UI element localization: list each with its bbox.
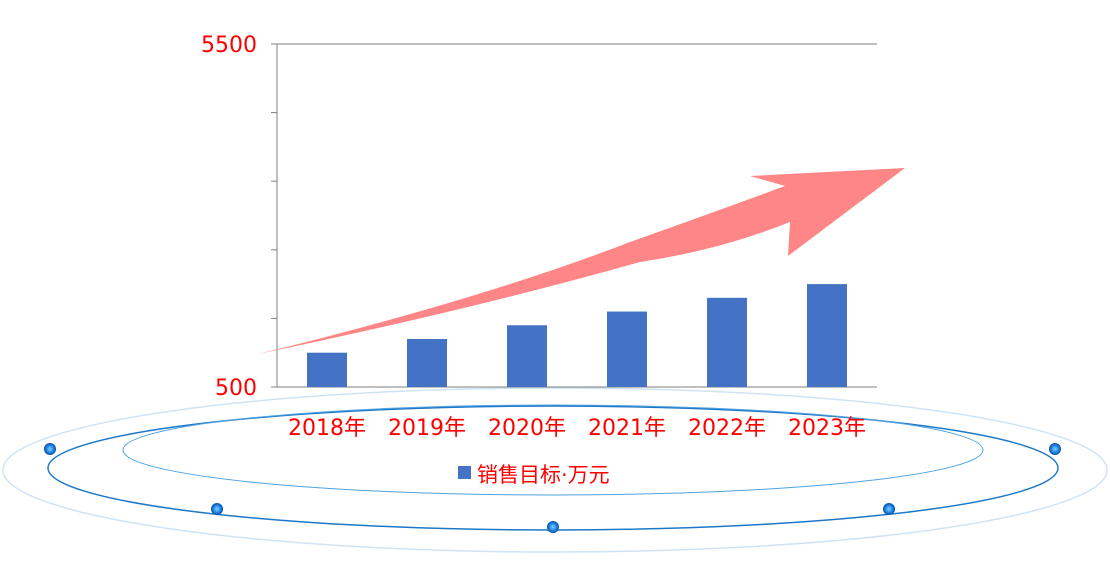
- x-tick-label: 2021年: [588, 416, 666, 441]
- bar-5: [707, 297, 747, 387]
- legend-swatch: [458, 466, 471, 479]
- bars: [307, 284, 847, 387]
- ring-inner: [122, 404, 984, 496]
- ring-dot: [1049, 443, 1061, 455]
- trend-arrow: [258, 168, 905, 354]
- bar-4: [607, 311, 647, 387]
- bar-1: [307, 352, 347, 387]
- y-tick-label: 500: [215, 376, 257, 401]
- axes: [271, 43, 877, 388]
- bar-2: [407, 338, 447, 387]
- ring-dot: [211, 503, 223, 515]
- x-tick-label: 2018年: [288, 416, 366, 441]
- ring-outer: [2, 387, 1108, 553]
- y-tick-labels: 5500 500: [201, 33, 257, 401]
- x-tick-label: 2019年: [388, 416, 466, 441]
- x-tick-labels: 2018年 2019年 2020年 2021年 2022年 2023年: [288, 416, 866, 441]
- trend-arrow-shape: [258, 168, 905, 354]
- y-tick-label: 5500: [201, 33, 257, 58]
- platform-rings: [2, 387, 1108, 553]
- legend: 销售目标·万元: [458, 463, 610, 487]
- ring-dot: [883, 503, 895, 515]
- x-tick-label: 2023年: [788, 416, 866, 441]
- bar-6: [807, 284, 847, 387]
- y-ticks: [271, 43, 277, 388]
- x-tick-label: 2020年: [488, 416, 566, 441]
- ring-dot: [44, 443, 56, 455]
- legend-label: 销售目标·万元: [477, 463, 610, 487]
- bar-3: [507, 325, 547, 387]
- ring-dot: [547, 521, 559, 533]
- x-tick-label: 2022年: [688, 416, 766, 441]
